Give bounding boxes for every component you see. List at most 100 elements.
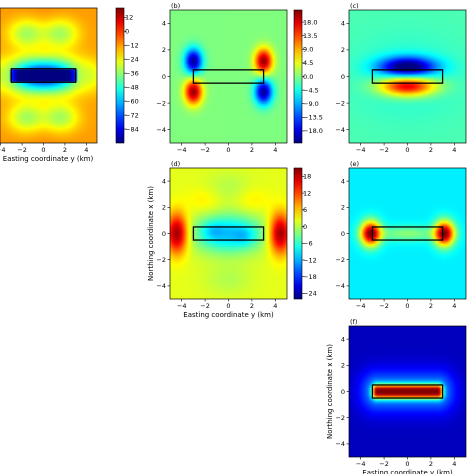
x-tick-label: −4 bbox=[0, 146, 5, 154]
source-rectangle bbox=[371, 384, 444, 399]
x-tick-label: 2 bbox=[250, 146, 254, 154]
colorbar bbox=[115, 7, 125, 144]
x-tick-label: 0 bbox=[405, 302, 409, 310]
y-tick-label: 0 bbox=[162, 73, 166, 81]
x-tick-label: −4 bbox=[356, 146, 366, 154]
y-tick-label: 4 bbox=[162, 20, 166, 28]
colorbar-tick-label: 4.5 bbox=[303, 59, 313, 67]
colorbar-tick-label: −18 bbox=[303, 273, 317, 281]
x-tick-label: −4 bbox=[177, 302, 187, 310]
y-tick-label: 4 bbox=[162, 177, 166, 185]
colorbar-tick-label: −84 bbox=[125, 125, 139, 133]
y-tick-label: −2 bbox=[335, 99, 345, 107]
panel-b: −4 −2 0 2 4 4 2 0 −2 −4 (b) 18.0 13.5 9.0 4.5 0.0 −4.5 −9… bbox=[156, 2, 323, 154]
colorbar bbox=[293, 9, 303, 144]
x-axis-label: Easting coordinate y (km) bbox=[3, 155, 94, 163]
heatmap-field bbox=[349, 10, 466, 143]
y-tick-label: 4 bbox=[341, 177, 345, 185]
colorbar-tick-label: −24 bbox=[303, 290, 317, 298]
colorbar-tick-label: 0.0 bbox=[303, 73, 313, 81]
x-tick-label: 0 bbox=[405, 146, 409, 154]
panel-label: (b) bbox=[171, 2, 180, 10]
colorbar-tick-label: −18.0 bbox=[303, 127, 323, 135]
x-tick-label: −2 bbox=[379, 146, 389, 154]
colorbar-tick-label: 18.0 bbox=[303, 18, 317, 26]
x-tick-label: 0 bbox=[405, 460, 409, 468]
plot-frame bbox=[0, 7, 98, 144]
source-rectangle bbox=[371, 226, 444, 241]
heatmap-field bbox=[170, 168, 287, 299]
x-tick-label: 2 bbox=[250, 302, 254, 310]
panel-label: (f) bbox=[350, 318, 357, 326]
colorbar-tick-label: −13.5 bbox=[303, 114, 323, 122]
heatmap-field bbox=[349, 326, 466, 457]
y-tick-label: −2 bbox=[156, 256, 166, 264]
colorbar-tick-label: −9.0 bbox=[303, 100, 319, 108]
x-tick-label: 0 bbox=[41, 146, 45, 154]
colorbar-tick-label: −12 bbox=[125, 42, 139, 50]
y-tick-label: 2 bbox=[162, 46, 166, 54]
y-tick-label: 4 bbox=[341, 335, 345, 343]
colorbar-tick-label: 0 bbox=[303, 223, 307, 231]
colorbar-tick-label: −6 bbox=[303, 240, 313, 248]
y-tick-label: −4 bbox=[156, 126, 166, 134]
y-tick-label: 2 bbox=[341, 362, 345, 370]
x-tick-label: 4 bbox=[452, 460, 456, 468]
y-tick-label: 2 bbox=[341, 204, 345, 212]
x-axis-label: Easting coordinate y (km) bbox=[362, 469, 453, 474]
heatmap-field bbox=[349, 168, 466, 299]
y-tick-label: 2 bbox=[341, 46, 345, 54]
colorbar bbox=[293, 167, 303, 300]
x-tick-label: 2 bbox=[63, 146, 67, 154]
colorbar-tick-label: −12 bbox=[303, 256, 317, 264]
x-tick-label: 0 bbox=[226, 302, 230, 310]
x-tick-label: −4 bbox=[177, 146, 187, 154]
panel-label: (e) bbox=[350, 160, 359, 168]
x-tick-label: −2 bbox=[17, 146, 27, 154]
colorbar-tick-label: 13.5 bbox=[303, 32, 317, 40]
y-tick-label: 0 bbox=[341, 388, 345, 396]
x-tick-label: 2 bbox=[429, 302, 433, 310]
y-axis-label: Northing coordinate x (km) bbox=[147, 186, 155, 281]
x-tick-label: −4 bbox=[356, 302, 366, 310]
x-tick-label: 4 bbox=[452, 302, 456, 310]
colorbar-tick-label: −36 bbox=[125, 69, 139, 77]
x-tick-label: 2 bbox=[429, 460, 433, 468]
colorbar-tick-label: −48 bbox=[125, 83, 139, 91]
colorbar-tick-label: 0 bbox=[125, 28, 129, 36]
y-tick-label: 0 bbox=[341, 230, 345, 238]
y-tick-label: 0 bbox=[162, 230, 166, 238]
y-tick-label: −4 bbox=[335, 282, 345, 290]
y-tick-label: −2 bbox=[335, 256, 345, 264]
y-tick-label: −2 bbox=[335, 414, 345, 422]
panel-e: −4 −2 0 2 4 4 2 0 −2 −4 (e) bbox=[335, 160, 467, 310]
y-tick-label: 0 bbox=[341, 73, 345, 81]
x-tick-label: 4 bbox=[452, 146, 456, 154]
colorbar-tick-label: 12 bbox=[125, 14, 133, 22]
x-tick-label: −2 bbox=[200, 146, 210, 154]
colorbar-tick-label: 9.0 bbox=[303, 46, 313, 54]
colorbar-tick-label: −24 bbox=[125, 56, 139, 64]
heatmap-field bbox=[170, 10, 287, 143]
colorbar-tick-label: 6 bbox=[303, 206, 307, 214]
panel-label: (d) bbox=[171, 160, 180, 168]
x-tick-label: −2 bbox=[379, 460, 389, 468]
x-tick-label: 0 bbox=[226, 146, 230, 154]
x-tick-label: −2 bbox=[379, 302, 389, 310]
y-tick-label: −4 bbox=[335, 126, 345, 134]
x-axis-label: Easting coordinate y (km) bbox=[183, 311, 274, 319]
colorbar-tick-label: 18 bbox=[303, 173, 311, 181]
x-tick-label: 4 bbox=[273, 302, 277, 310]
x-tick-label: 4 bbox=[273, 146, 277, 154]
y-tick-label: 2 bbox=[162, 204, 166, 212]
y-axis-label: Northing coordinate x (km) bbox=[326, 344, 334, 439]
colorbar-tick-label: −72 bbox=[125, 111, 139, 119]
x-tick-label: 4 bbox=[84, 146, 88, 154]
x-tick-label: 2 bbox=[429, 146, 433, 154]
x-tick-label: −2 bbox=[200, 302, 210, 310]
source-rectangle bbox=[192, 69, 265, 84]
